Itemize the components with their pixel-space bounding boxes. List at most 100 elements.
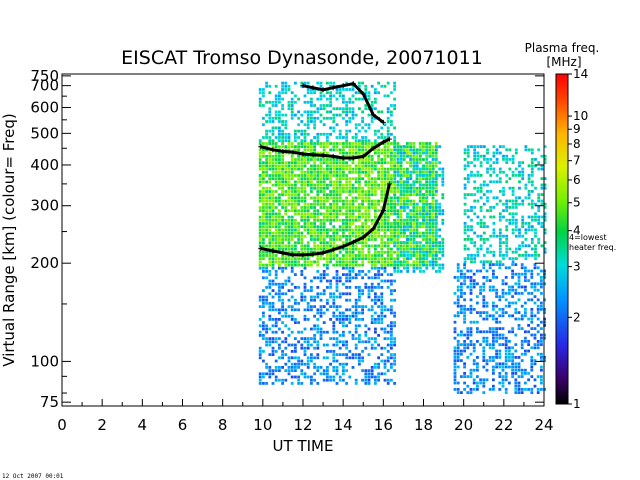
heatmap-cell	[329, 126, 332, 130]
x-tick-label: 14	[334, 416, 353, 434]
heatmap-cell	[361, 350, 364, 353]
heatmap-cell	[403, 250, 406, 254]
heatmap-cell	[268, 372, 272, 376]
heatmap-cell	[258, 104, 262, 107]
heatmap-cell	[470, 254, 473, 257]
heatmap-cell	[287, 343, 291, 347]
heatmap-cell	[536, 375, 540, 378]
heatmap-cell	[511, 346, 514, 350]
heatmap-cell	[396, 225, 400, 228]
heatmap-cell	[390, 334, 393, 337]
heatmap-cell	[409, 154, 412, 158]
heatmap-cell	[396, 257, 400, 261]
heatmap-cell	[345, 167, 348, 171]
heatmap-cell	[393, 206, 397, 209]
heatmap-cell	[498, 375, 502, 378]
heatmap-cell	[284, 218, 288, 222]
heatmap-cell	[393, 241, 397, 244]
heatmap-cell	[453, 352, 457, 356]
heatmap-cell	[364, 139, 368, 143]
heatmap-cell	[390, 161, 393, 165]
heatmap-cell	[345, 209, 348, 213]
heatmap-cell	[329, 161, 332, 165]
heatmap-cell	[367, 190, 371, 193]
heatmap-cell	[406, 225, 409, 228]
heatmap-cell	[390, 225, 393, 229]
heatmap-cell	[290, 247, 294, 251]
heatmap-cell	[345, 100, 348, 104]
heatmap-cell	[380, 308, 384, 312]
heatmap-cell	[342, 218, 345, 222]
heatmap-cell	[294, 225, 297, 229]
heatmap-cell	[348, 145, 352, 149]
heatmap-cell	[428, 263, 432, 267]
heatmap-cell	[428, 186, 432, 190]
heatmap-cell	[508, 301, 511, 305]
heatmap-cell	[310, 120, 313, 123]
heatmap-cell	[348, 270, 352, 273]
heatmap-cell	[508, 222, 512, 225]
heatmap-cell	[303, 295, 307, 299]
heatmap-cell	[332, 263, 336, 267]
heatmap-cell	[322, 151, 326, 155]
heatmap-cell	[502, 254, 505, 257]
heatmap-cell	[498, 372, 502, 375]
heatmap-cell	[476, 362, 479, 366]
heatmap-cell	[514, 372, 518, 375]
colorbar-annotation-line1: 4=lowest	[569, 233, 607, 242]
heatmap-cell	[271, 308, 275, 312]
heatmap-cell	[316, 186, 320, 190]
heatmap-cell	[390, 151, 393, 155]
heatmap-cell	[303, 148, 307, 152]
heatmap-cell	[294, 113, 297, 117]
heatmap-cell	[530, 199, 534, 203]
heatmap-cell	[345, 145, 348, 149]
heatmap-cell	[281, 321, 284, 324]
heatmap-cell	[310, 289, 313, 292]
heatmap-cell	[281, 167, 284, 171]
heatmap-cell	[351, 234, 355, 238]
heatmap-cell	[345, 164, 348, 168]
heatmap-cell	[278, 311, 281, 315]
heatmap-cell	[316, 212, 320, 216]
heatmap-cell	[271, 257, 275, 261]
heatmap-cell	[530, 356, 534, 359]
heatmap-cell	[271, 222, 275, 225]
heatmap-cell	[517, 381, 521, 385]
heatmap-cell	[335, 366, 339, 369]
heatmap-cell	[540, 375, 543, 378]
heatmap-cell	[418, 151, 422, 155]
heatmap-cell	[504, 343, 508, 346]
heatmap-cell	[374, 148, 377, 152]
colorbar-tick-label: 1	[573, 397, 581, 411]
heatmap-cell	[342, 174, 345, 177]
heatmap-cell	[453, 330, 457, 334]
heatmap-cell	[370, 84, 374, 88]
heatmap-cell	[511, 250, 515, 254]
heatmap-cell	[361, 257, 364, 261]
heatmap-cell	[403, 260, 406, 264]
heatmap-cell	[290, 142, 294, 145]
heatmap-cell	[380, 84, 384, 88]
heatmap-cell	[399, 161, 403, 164]
heatmap-cell	[364, 382, 368, 385]
heatmap-cell	[332, 170, 336, 174]
heatmap-cell	[476, 254, 480, 257]
heatmap-cell	[492, 215, 496, 219]
heatmap-cell	[473, 254, 477, 257]
heatmap-cell	[290, 161, 294, 165]
heatmap-cell	[486, 161, 489, 164]
heatmap-cell	[358, 218, 361, 222]
heatmap-cell	[386, 359, 390, 363]
heatmap-cell	[284, 353, 288, 356]
heatmap-cell	[265, 330, 268, 334]
heatmap-cell	[364, 164, 368, 168]
heatmap-cell	[265, 196, 268, 200]
heatmap-cell	[306, 142, 310, 145]
heatmap-cell	[409, 148, 413, 152]
heatmap-cell	[294, 244, 297, 248]
heatmap-cell	[329, 257, 332, 261]
heatmap-cell	[329, 260, 332, 264]
heatmap-cell	[527, 193, 531, 196]
heatmap-cell	[345, 382, 348, 385]
